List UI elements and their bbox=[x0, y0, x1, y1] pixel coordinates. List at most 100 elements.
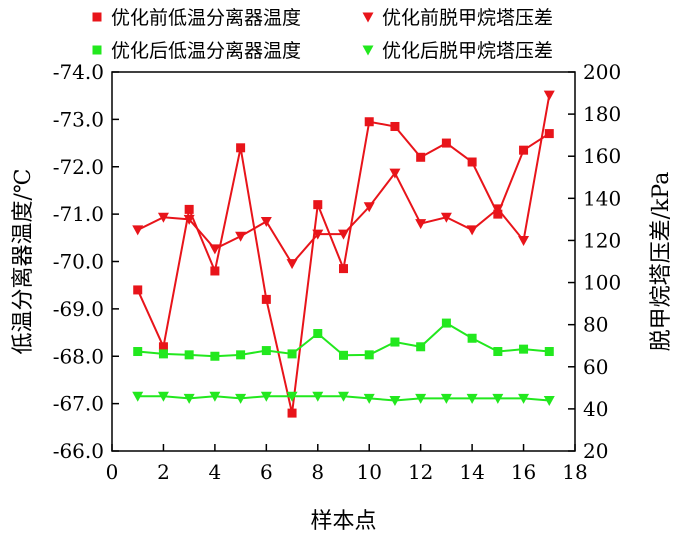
right-tick-label: 180 bbox=[583, 102, 621, 126]
legend-item: 优化前低温分离器温度 bbox=[92, 7, 301, 29]
data-point bbox=[389, 168, 401, 179]
data-point bbox=[466, 393, 478, 404]
left-tick-label: -72.0 bbox=[53, 155, 104, 179]
data-point bbox=[158, 342, 168, 352]
data-point bbox=[184, 204, 194, 214]
left-tick-label: -68.0 bbox=[53, 344, 104, 368]
right-tick-label: 160 bbox=[583, 144, 621, 168]
data-point bbox=[519, 145, 529, 155]
data-point bbox=[363, 202, 375, 213]
right-tick-label: 100 bbox=[583, 271, 621, 295]
left-tick-label: -69.0 bbox=[53, 297, 104, 321]
data-point bbox=[312, 229, 324, 240]
data-point bbox=[339, 264, 348, 274]
data-point bbox=[236, 350, 246, 360]
legend-marker bbox=[362, 12, 374, 23]
data-point bbox=[440, 393, 452, 404]
data-point bbox=[260, 216, 272, 227]
x-axis-title: 样本点 bbox=[310, 509, 376, 534]
data-point bbox=[183, 393, 195, 404]
series-3 bbox=[133, 318, 554, 361]
data-point bbox=[519, 344, 529, 354]
left-tick-label: -67.0 bbox=[53, 392, 104, 416]
data-point bbox=[313, 329, 323, 339]
data-point bbox=[415, 219, 427, 230]
right-tick-label: 140 bbox=[583, 186, 621, 210]
data-point bbox=[466, 225, 478, 236]
data-point bbox=[440, 212, 452, 223]
right-tick-label: 200 bbox=[583, 60, 621, 84]
left-tick-label: -70.0 bbox=[53, 250, 104, 274]
left-axis: -66.0 -67.0 -68.0 -69.0 -70.0 -71.0 -72.0 -73.0… bbox=[53, 60, 119, 463]
x-tick-label: 14 bbox=[459, 460, 484, 484]
data-point bbox=[235, 393, 247, 404]
x-tick-label: 8 bbox=[311, 460, 324, 484]
data-point bbox=[287, 408, 297, 418]
data-point bbox=[441, 318, 451, 328]
right-tick-label: 120 bbox=[583, 228, 621, 252]
data-point bbox=[389, 395, 401, 406]
data-point bbox=[236, 143, 246, 153]
x-tick-label: 16 bbox=[511, 460, 536, 484]
data-point bbox=[467, 333, 477, 343]
data-point bbox=[543, 395, 555, 406]
data-point bbox=[467, 157, 477, 167]
data-point bbox=[157, 212, 169, 223]
data-point bbox=[544, 129, 554, 139]
data-point bbox=[286, 259, 298, 270]
x-tick-label: 12 bbox=[408, 460, 433, 484]
legend-marker bbox=[92, 45, 102, 55]
data-point bbox=[157, 391, 169, 402]
x-tick-label: 4 bbox=[209, 460, 222, 484]
data-point bbox=[492, 204, 504, 215]
legend-item: 优化后脱甲烷塔压差 bbox=[362, 40, 553, 62]
x-tick-label: 0 bbox=[106, 460, 119, 484]
data-point bbox=[416, 152, 426, 162]
data-point bbox=[260, 391, 272, 402]
data-point bbox=[158, 349, 168, 359]
right-tick-label: 40 bbox=[583, 397, 608, 421]
legend-label: 优化前脱甲烷塔压差 bbox=[382, 7, 553, 29]
data-point bbox=[364, 117, 374, 127]
data-point bbox=[133, 285, 143, 295]
data-point bbox=[338, 391, 349, 402]
data-point bbox=[390, 337, 400, 347]
x-tick-label: 2 bbox=[157, 460, 170, 484]
data-point bbox=[312, 391, 324, 402]
left-tick-label: -74.0 bbox=[53, 60, 104, 84]
data-point bbox=[286, 391, 298, 402]
x-tick-label: 6 bbox=[260, 460, 273, 484]
data-point bbox=[210, 351, 220, 361]
right-tick-label: 60 bbox=[583, 355, 608, 379]
right-axis-title: 脱甲烷塔压差/kPa bbox=[649, 172, 674, 352]
data-point bbox=[287, 349, 297, 359]
data-point bbox=[492, 393, 504, 404]
data-point bbox=[261, 346, 271, 356]
data-point bbox=[415, 393, 427, 404]
right-tick-label: 20 bbox=[583, 439, 608, 463]
data-point bbox=[209, 391, 221, 402]
data-point bbox=[390, 121, 400, 131]
data-point bbox=[184, 350, 194, 360]
legend-marker bbox=[362, 45, 374, 56]
legend-label: 优化前低温分离器温度 bbox=[111, 7, 301, 29]
legend-marker bbox=[92, 12, 102, 22]
x-axis: 0 2 4 6 8 10 12 14 16 18 bbox=[106, 444, 588, 484]
legend-label: 优化后脱甲烷塔压差 bbox=[382, 40, 553, 62]
right-tick-label: 80 bbox=[583, 313, 608, 337]
data-point bbox=[364, 350, 374, 360]
data-point bbox=[493, 347, 503, 357]
data-point bbox=[209, 244, 221, 255]
data-point bbox=[544, 347, 554, 357]
data-point bbox=[235, 231, 247, 242]
data-point bbox=[543, 90, 555, 101]
left-tick-label: -66.0 bbox=[53, 439, 104, 463]
right-axis: 20 40 60 80 100 120 140 160 180 200 bbox=[568, 60, 621, 463]
data-point bbox=[518, 235, 530, 246]
data-point bbox=[183, 214, 195, 225]
plot-series bbox=[132, 90, 555, 418]
series-4 bbox=[132, 391, 555, 406]
data-point bbox=[313, 200, 323, 210]
data-point bbox=[210, 266, 220, 276]
